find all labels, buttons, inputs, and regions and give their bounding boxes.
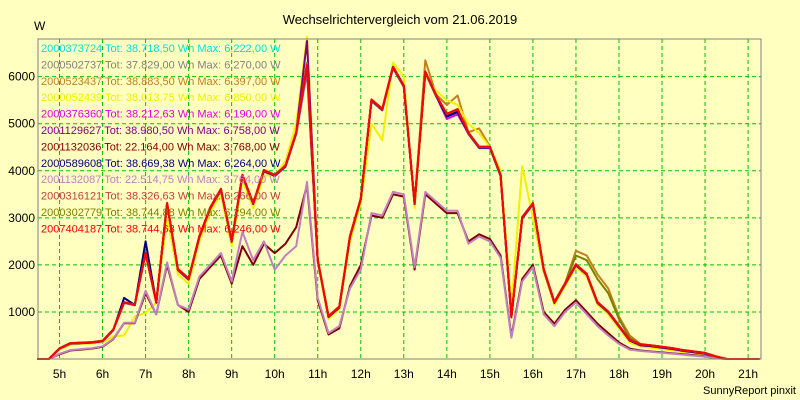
x-tick-label: 16h	[523, 367, 543, 381]
grid	[38, 39, 761, 359]
credit-label: SunnyReport pinxit	[703, 385, 796, 397]
x-tick-label: 14h	[437, 367, 457, 381]
legend-entry-2: 2000502737 Tot: 37.829,00 Wh Max: 6.270,…	[41, 59, 281, 71]
legend-entry-11: 2000302779 Tot: 38.744,88 Wh Max: 6.294,…	[41, 207, 281, 219]
series-line-9	[37, 180, 760, 360]
x-tick-label: 9h	[225, 367, 238, 381]
x-tick-label: 10h	[265, 367, 285, 381]
x-tick-label: 15h	[480, 367, 500, 381]
legend-entry-9: 2001132087 Tot: 22.514,75 Wh Max: 3.764,…	[41, 174, 280, 186]
y-tick-label: 2000	[8, 258, 35, 272]
legend-entry-12: 2007404187 Tot: 38.744,63 Wh Max: 6.246,…	[41, 223, 281, 235]
x-tick-label: 19h	[652, 367, 672, 381]
chart-title: Wechselrichtervergleich vom 21.06.2019	[283, 12, 518, 27]
legend-entry-7: 2001132036 Tot: 22.164,00 Wh Max: 3.768,…	[41, 141, 280, 153]
x-axis-ticks: 5h 6h 7h 8h 9h 10h 11h 12h 13h 14h 15h 16h 17h 18h 19h…	[53, 367, 758, 381]
x-tick-label: 5h	[53, 367, 66, 381]
series-line-12	[37, 64, 760, 360]
y-tick-label: 5000	[8, 117, 35, 131]
y-axis-ticks: 1000 2000 3000 4000 5000 6000	[8, 70, 35, 319]
y-tick-label: 1000	[8, 305, 35, 319]
series-lines	[37, 35, 760, 360]
legend-entry-3: 2000523437 Tot: 38.883,50 Wh Max: 6.397,…	[41, 76, 281, 88]
x-tick-label: 7h	[139, 367, 152, 381]
y-axis-unit: W	[34, 19, 46, 33]
x-tick-label: 17h	[566, 367, 586, 381]
x-tick-label: 12h	[351, 367, 371, 381]
x-tick-label: 13h	[394, 367, 414, 381]
x-tick-label: 21h	[738, 367, 758, 381]
legend-entry-6: 2001129627 Tot: 38.980,50 Wh Max: 6.758,…	[41, 125, 280, 137]
plot-frame	[37, 38, 762, 360]
y-tick-label: 3000	[8, 211, 35, 225]
x-tick-label: 20h	[695, 367, 715, 381]
legend-entry-1: 2000373724 Tot: 38.718,50 Wh Max: 6.222,…	[41, 43, 281, 55]
legend-entry-4: 2000052439 Tot: 38.013,75 Wh Max: 6.850,…	[41, 92, 281, 104]
x-tick-label: 8h	[182, 367, 195, 381]
x-tick-label: 6h	[96, 367, 109, 381]
y-tick-label: 4000	[8, 164, 35, 178]
y-tick-label: 6000	[8, 70, 35, 84]
legend-entry-5: 2000376360 Tot: 38.212,63 Wh Max: 6.190,…	[41, 109, 281, 121]
x-tick-label: 11h	[308, 367, 327, 381]
legend: 2000373724 Tot: 38.718,50 Wh Max: 6.222,…	[41, 43, 281, 235]
x-tick-label: 18h	[609, 367, 629, 381]
legend-entry-8: 2000589608 Tot: 38.669,38 Wh Max: 6.264,…	[41, 158, 281, 170]
legend-entry-10: 2000316121 Tot: 38.326,63 Wh Max: 6.266,…	[41, 191, 281, 203]
